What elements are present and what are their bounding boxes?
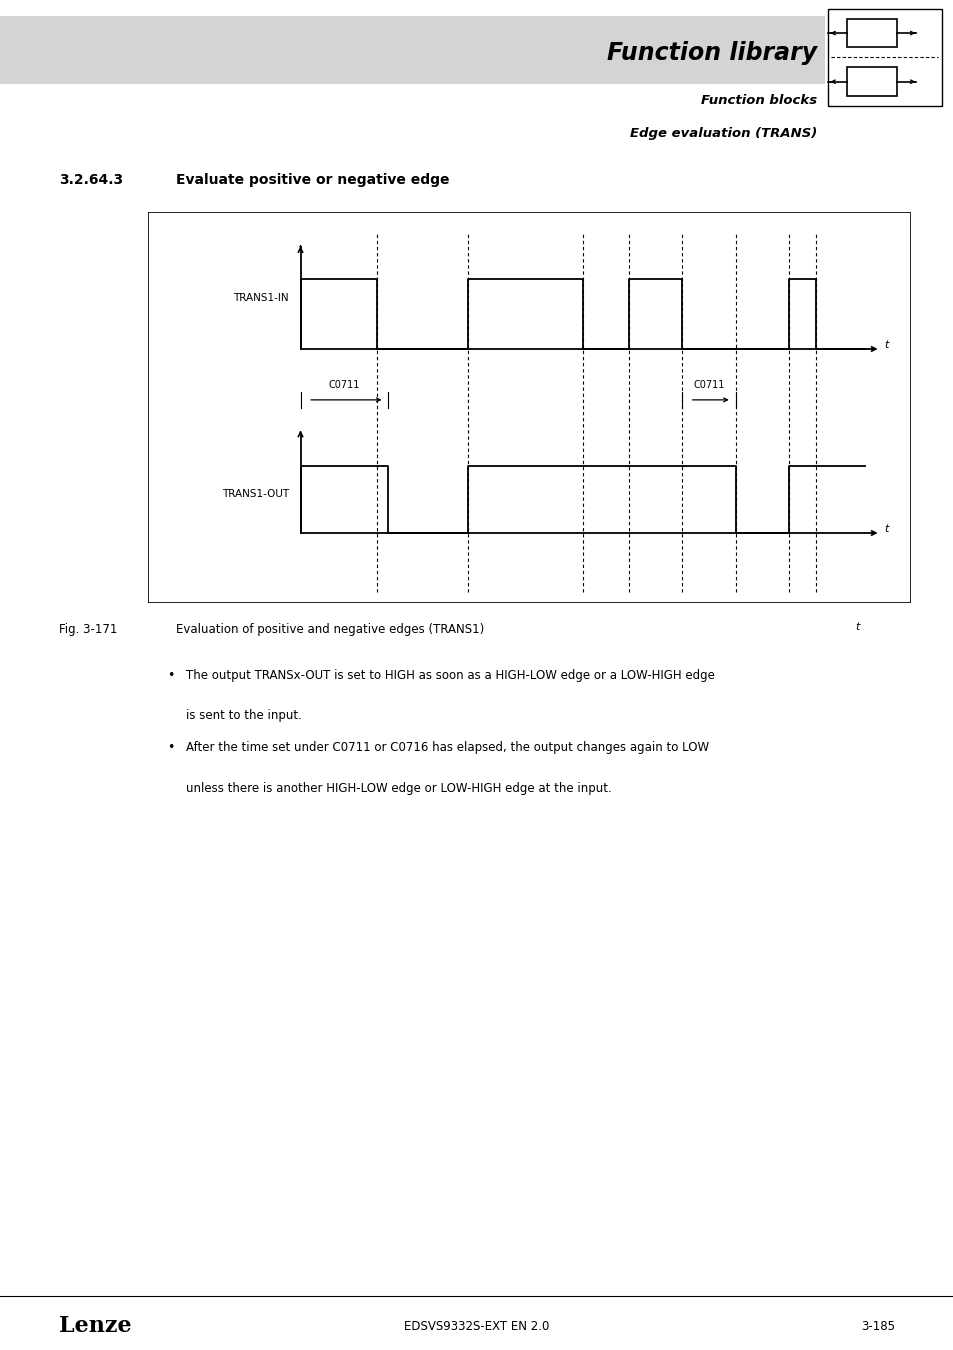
Bar [846, 68, 896, 96]
Text: Lenze: Lenze [59, 1315, 132, 1338]
Text: Function blocks: Function blocks [700, 95, 816, 107]
Text: C0711: C0711 [693, 381, 723, 390]
Bar [846, 19, 896, 47]
Text: EDSVS9332S-EXT EN 2.0: EDSVS9332S-EXT EN 2.0 [404, 1320, 549, 1332]
Text: TRANS1-OUT: TRANS1-OUT [222, 489, 289, 500]
Text: Evaluation of positive and negative edges (TRANS1): Evaluation of positive and negative edge… [176, 622, 484, 636]
Text: After the time set under C0711 or C0716 has elapsed, the output changes again to: After the time set under C0711 or C0716 … [186, 741, 708, 755]
Text: C0711: C0711 [328, 381, 359, 390]
Text: t: t [855, 622, 859, 632]
Text: t: t [883, 340, 888, 350]
Text: is sent to the input.: is sent to the input. [186, 710, 301, 722]
Text: Evaluate positive or negative edge: Evaluate positive or negative edge [176, 173, 450, 188]
Text: The output TRANSx-OUT is set to HIGH as soon as a HIGH-LOW edge or a LOW-HIGH ed: The output TRANSx-OUT is set to HIGH as … [186, 668, 714, 682]
Text: Function library: Function library [606, 42, 816, 65]
Text: t: t [883, 524, 888, 535]
Text: 3.2.64.3: 3.2.64.3 [59, 173, 123, 188]
Text: unless there is another HIGH-LOW edge or LOW-HIGH edge at the input.: unless there is another HIGH-LOW edge or… [186, 782, 611, 795]
Text: •: • [167, 741, 174, 755]
Text: Fig. 3-171: Fig. 3-171 [59, 622, 117, 636]
Text: •: • [167, 668, 174, 682]
Text: Edge evaluation (TRANS): Edge evaluation (TRANS) [629, 127, 816, 140]
Text: 3-185: 3-185 [860, 1320, 894, 1332]
Text: TRANS1-IN: TRANS1-IN [233, 293, 289, 304]
